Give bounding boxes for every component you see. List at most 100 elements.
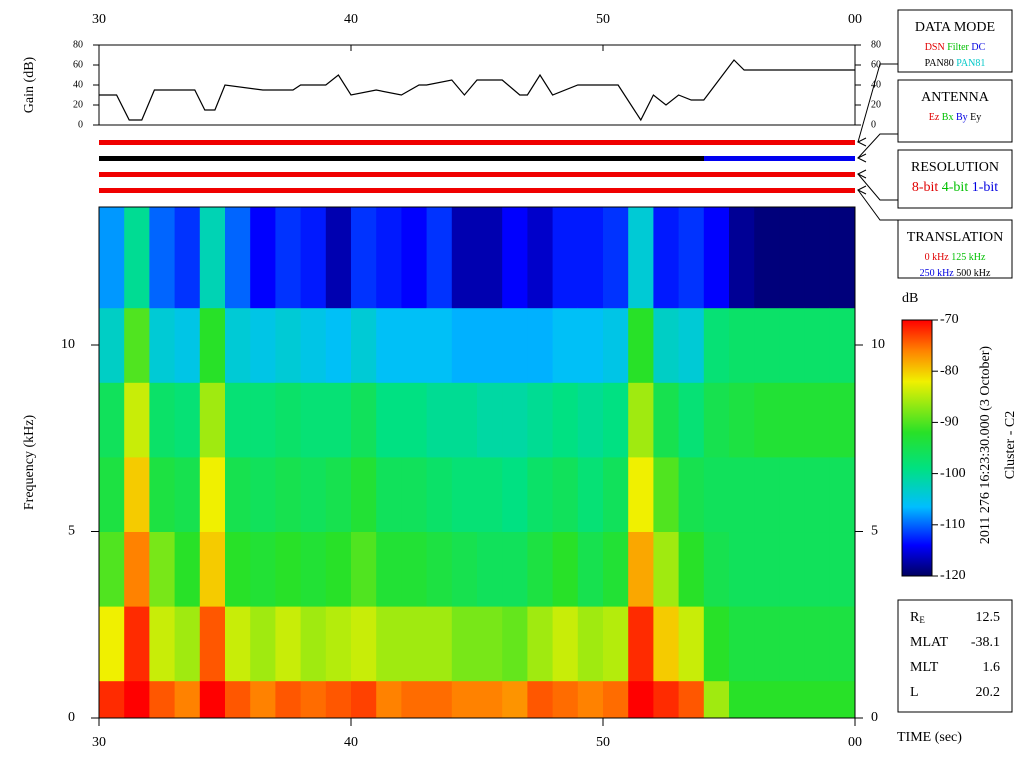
legend-row: DSN Filter DC (925, 42, 986, 53)
heatmap-cell (401, 207, 428, 309)
y-tick-label: 40 (871, 79, 881, 90)
colorbar-tick-label: -110 (940, 517, 965, 532)
y-tick-label: 5 (68, 524, 75, 539)
translation-bar (99, 188, 855, 193)
heatmap-cell (225, 307, 251, 383)
heatmap-cell (275, 531, 302, 607)
heatmap-cell (577, 606, 604, 682)
heatmap-cell (250, 456, 276, 533)
legend-item: 250 kHz (920, 268, 955, 279)
resolution-bar (99, 172, 855, 177)
heatmap-cell (149, 531, 176, 607)
heatmap-cell (300, 531, 327, 607)
legend-item: 0 kHz (925, 252, 950, 263)
heatmap-cell (577, 382, 604, 458)
legend-item: Ey (970, 112, 981, 123)
heatmap-cell (754, 606, 780, 682)
y-axis-label: Gain (dB) (22, 56, 37, 113)
colorbar-tick-label: -80 (940, 363, 959, 378)
heatmap-cell (829, 531, 856, 607)
heatmap-cell (174, 307, 201, 383)
heatmap-cell (99, 207, 125, 309)
heatmap-cell (703, 680, 730, 719)
legend-item: 500 kHz (956, 268, 991, 279)
arrow-head (856, 153, 867, 163)
heatmap-cell (250, 606, 276, 682)
heatmap-cell (829, 456, 856, 533)
x-axis-label: TIME (sec) (897, 730, 962, 745)
heatmap-cell (527, 207, 554, 309)
heatmap-cell (703, 382, 730, 458)
heatmap-cell (779, 531, 806, 607)
heatmap-cell (527, 456, 554, 533)
heatmap-cell (124, 382, 150, 458)
y-tick-label: 0 (871, 710, 878, 725)
heatmap-cell (804, 606, 831, 682)
legend-box (897, 219, 1013, 279)
heatmap-cell (199, 307, 226, 383)
heatmap-cell (275, 606, 302, 682)
mode-bar (99, 140, 855, 145)
heatmap-cell (754, 207, 780, 309)
heatmap-cell (225, 531, 251, 607)
y-tick-label: 80 (871, 39, 881, 50)
legend-row: 250 kHz 500 kHz (920, 268, 991, 279)
heatmap-cell (174, 382, 201, 458)
heatmap-cell (729, 307, 755, 383)
y-tick-label: 80 (73, 39, 83, 50)
info-box (897, 599, 1013, 713)
x-tick-label: 00 (848, 12, 862, 27)
heatmap-cell (300, 606, 327, 682)
y-tick-label: 0 (68, 710, 75, 725)
heatmap-cell (552, 307, 579, 383)
heatmap-cell (678, 382, 705, 458)
colorbar-tick-label: -120 (940, 568, 966, 583)
heatmap-cell (426, 307, 453, 383)
y-tick-label: 60 (73, 59, 83, 70)
legend-item: 125 kHz (951, 252, 986, 263)
heatmap-cell (275, 680, 302, 719)
heatmap-cell (628, 207, 654, 309)
info-label-main: MLT (910, 660, 939, 675)
heatmap-cell (451, 307, 478, 383)
heatmap-cell (477, 531, 503, 607)
heatmap-cells (99, 207, 856, 719)
heatmap-cell (426, 456, 453, 533)
heatmap-cell (628, 606, 654, 682)
heatmap-cell (124, 606, 150, 682)
heatmap-cell (325, 207, 352, 309)
legend-connector (857, 189, 898, 221)
heatmap-cell (754, 680, 780, 719)
heatmap-cell (779, 606, 806, 682)
heatmap-cell (603, 307, 629, 383)
heatmap-cell (300, 382, 327, 458)
heatmap-cell (99, 606, 125, 682)
legend-item: Filter (947, 42, 969, 53)
y-tick-label: 20 (871, 99, 881, 110)
heatmap-cell (250, 680, 276, 719)
heatmap-cell (527, 382, 554, 458)
info-label: MLT (910, 660, 939, 675)
info-label: RE (910, 610, 925, 625)
heatmap-cell (527, 531, 554, 607)
heatmap-cell (99, 531, 125, 607)
heatmap-cell (401, 307, 428, 383)
heatmap-cell (502, 606, 528, 682)
heatmap-cell (225, 456, 251, 533)
heatmap-cell (703, 207, 730, 309)
heatmap-cell (603, 531, 629, 607)
heatmap-cell (124, 680, 150, 719)
x-tick-label: 00 (848, 735, 862, 750)
heatmap-cell (275, 207, 302, 309)
heatmap-cell (300, 307, 327, 383)
heatmap-cell (199, 680, 226, 719)
legend-item: 8-bit (912, 180, 939, 195)
heatmap-cell (754, 382, 780, 458)
heatmap-cell (325, 382, 352, 458)
heatmap-cell (250, 307, 276, 383)
heatmap-cell (577, 680, 604, 719)
heatmap-cell (552, 531, 579, 607)
heatmap-cell (199, 531, 226, 607)
heatmap-cell (754, 307, 780, 383)
heatmap-cell (502, 207, 528, 309)
